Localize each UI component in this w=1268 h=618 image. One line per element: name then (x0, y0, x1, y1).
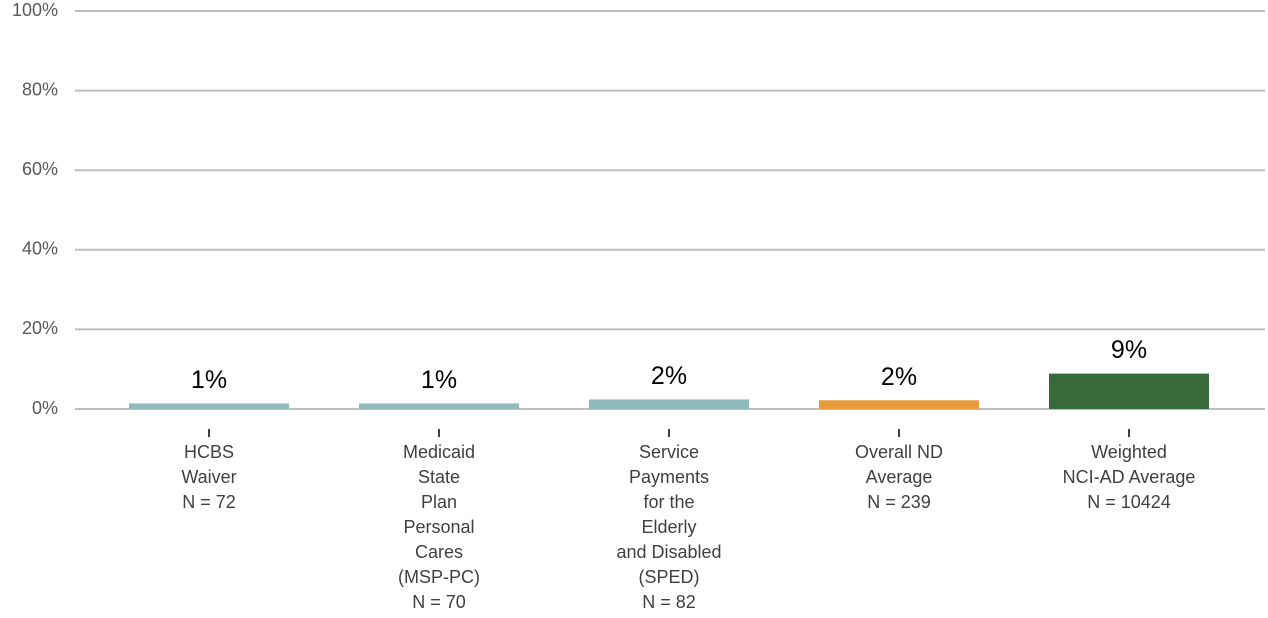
x-tick-label: Overall ND (855, 442, 943, 462)
value-label: 2% (881, 363, 917, 391)
x-tick-label: N = 70 (412, 592, 466, 612)
x-tick-label: and Disabled (616, 542, 721, 562)
x-tick-label: Payments (629, 467, 709, 487)
x-tick-label: (MSP-PC) (398, 567, 480, 587)
x-tick-label: Medicaid (403, 442, 475, 462)
x-tick-label: (SPED) (638, 567, 699, 587)
x-tick-label: Waiver (181, 467, 236, 487)
x-tick-label: HCBS (184, 442, 234, 462)
x-tick-label: State (418, 467, 460, 487)
x-tick-label: Service (639, 442, 699, 462)
x-tick-label: Plan (421, 492, 457, 512)
bar (819, 400, 979, 409)
x-tick-label: Elderly (641, 517, 696, 537)
x-tick-label: Personal (403, 517, 474, 537)
y-tick-label: 100% (12, 0, 58, 20)
x-tick-label: N = 82 (642, 592, 696, 612)
y-tick-label: 80% (22, 79, 58, 99)
x-tick-label: Average (866, 467, 933, 487)
value-label: 2% (651, 362, 687, 390)
x-tick-label: for the (643, 492, 694, 512)
y-tick-label: 0% (32, 398, 58, 418)
x-tick-label: N = 72 (182, 492, 236, 512)
value-label: 1% (191, 366, 227, 394)
x-tick-label: N = 10424 (1087, 492, 1171, 512)
value-label: 1% (421, 366, 457, 394)
y-tick-label: 60% (22, 159, 58, 179)
bar (1049, 373, 1209, 409)
x-tick-label: NCI-AD Average (1063, 467, 1196, 487)
y-tick-label: 20% (22, 318, 58, 338)
bar (359, 403, 519, 409)
bar (589, 399, 749, 409)
x-tick-label: Cares (415, 542, 463, 562)
x-tick-label: N = 239 (867, 492, 931, 512)
bar (129, 403, 289, 409)
y-tick-label: 40% (22, 239, 58, 259)
value-label: 9% (1111, 336, 1147, 364)
x-tick-label: Weighted (1091, 442, 1167, 462)
